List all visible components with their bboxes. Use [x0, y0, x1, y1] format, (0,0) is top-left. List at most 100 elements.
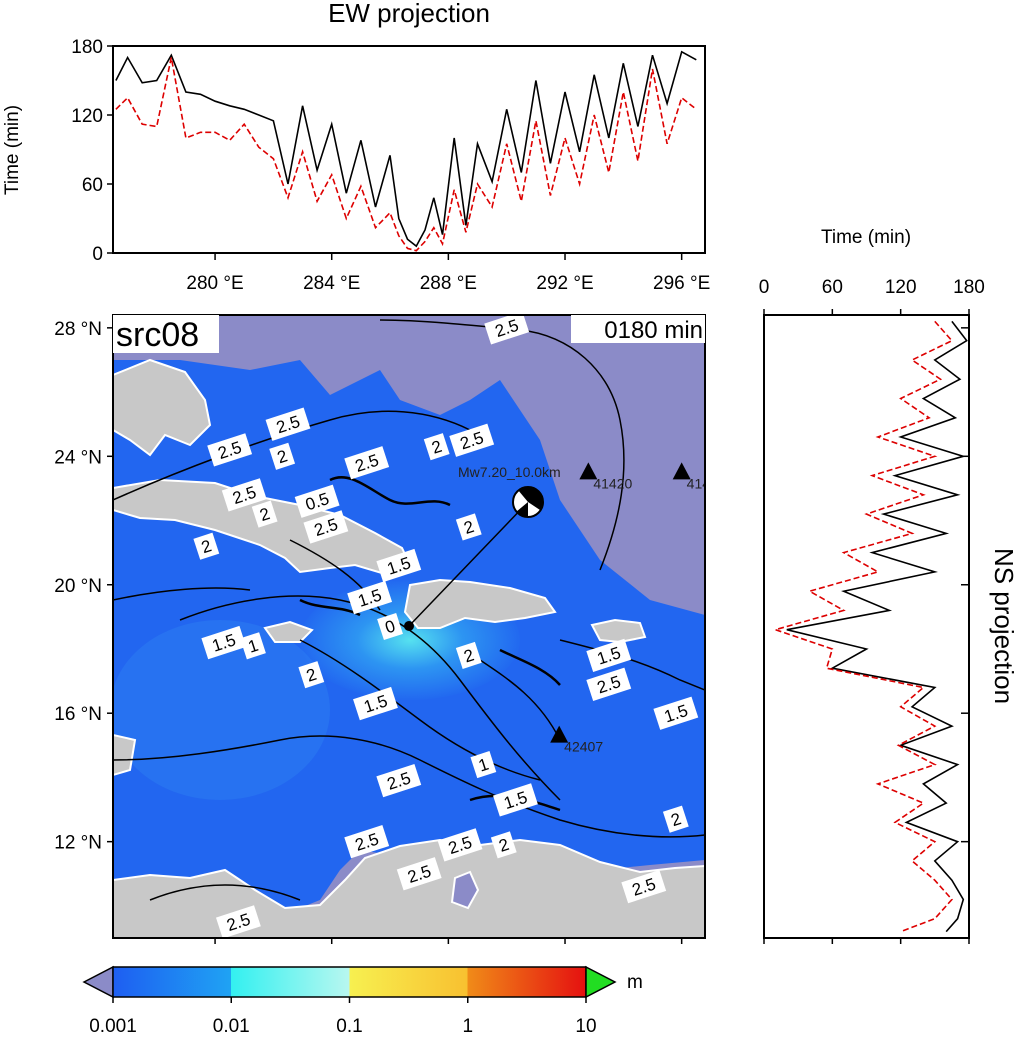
- contours: [113, 319, 705, 901]
- contour-label-box: [215, 905, 261, 938]
- ew-panel: EW projection Time (min) 0 60 120 180 280 °…: [2, 0, 710, 294]
- ns-frame: [763, 314, 970, 939]
- contour-label-box: [344, 446, 390, 480]
- contour-label-box: [201, 625, 247, 660]
- colorbar-tick-label: 1: [462, 1016, 473, 1037]
- station-label: 41420: [593, 475, 632, 491]
- contour-label-box: [455, 641, 482, 669]
- contour-label: 2: [490, 831, 517, 859]
- land-lake-maracaibo: [450, 870, 480, 910]
- colorbar-tick-label: 10: [575, 1016, 596, 1037]
- ns-series: [772, 320, 968, 933]
- contour-label-box: [662, 805, 689, 833]
- ew-ytick-label: 120: [71, 106, 103, 127]
- station-triangle-icon: [579, 462, 598, 480]
- land-puerto-rico: [590, 618, 647, 644]
- colorbar-gradient: [112, 966, 587, 998]
- ns-title: NS projection: [989, 548, 1017, 704]
- colorbar-tick-label: 0.1: [336, 1016, 362, 1037]
- map-y-axis: 28 °N 24 °N 20 °N 16 °N 12 °N: [54, 319, 113, 854]
- ns-xtick-label: 180: [953, 277, 985, 298]
- ew-xtick-label: 288 °E: [420, 273, 477, 294]
- ns-xlabel: Time (min): [821, 227, 911, 248]
- contour-label: 2.5: [303, 510, 349, 544]
- contour-label-box: [221, 478, 267, 512]
- contour-label-box: [207, 433, 253, 467]
- contour-label-box: [240, 632, 266, 660]
- source-label: Mw7.20_10.0km: [458, 464, 561, 480]
- contour-label-box: [376, 548, 422, 583]
- contour-label: 2: [251, 500, 278, 528]
- stations: 41420 41424 42407: [550, 462, 726, 755]
- map-ytick-label: 20 °N: [54, 576, 102, 597]
- ew-series-line-0: [115, 50, 697, 248]
- contour-label-box: [437, 828, 483, 862]
- contour-label: 2: [662, 805, 689, 833]
- contour-label-box: [344, 825, 390, 859]
- contour-label-box: [265, 407, 311, 441]
- contour-label-box: [396, 857, 442, 891]
- ew-title: EW projection: [328, 0, 490, 28]
- land-yucatan: [113, 733, 137, 777]
- contour-label: 2: [193, 532, 220, 560]
- map-frame: [112, 314, 706, 939]
- contour-label-box: [455, 513, 482, 541]
- contour-label-box: [269, 442, 296, 470]
- colorbar-over-arrow: [585, 965, 617, 999]
- contour-label: 1.5: [376, 548, 422, 583]
- map-ytick-label: 24 °N: [54, 447, 102, 468]
- ew-ylabel: Time (min): [2, 105, 23, 195]
- contour-label-box: [347, 580, 393, 615]
- contour-label: 2.5: [586, 667, 632, 701]
- ew-ytick-label: 0: [92, 244, 103, 265]
- contour-label: 2.5: [265, 407, 311, 441]
- contour-label-box: [251, 500, 278, 528]
- contour-label: 1: [470, 751, 497, 779]
- ew-series: [115, 50, 697, 252]
- source-line: [408, 501, 529, 627]
- ns-series-line-1: [772, 320, 954, 933]
- contour-label: 1.5: [493, 783, 538, 817]
- ns-y-axis: [961, 327, 969, 843]
- contour-label: 1.5: [201, 625, 247, 660]
- contour-label-box: [653, 696, 699, 730]
- colorbar: m 0.001 0.01 0.1 1 10: [82, 965, 643, 1037]
- colorbar-ticks: 0.001 0.01 0.1 1 10: [89, 997, 597, 1037]
- colorbar-tick-label: 0.001: [89, 1016, 137, 1037]
- wave-energy-west: [113, 620, 330, 800]
- ew-ytick-label: 60: [82, 175, 103, 196]
- contour-label-box: [493, 783, 538, 817]
- ew-y-axis: 0 60 120 180: [71, 37, 113, 265]
- ew-series-line-1: [115, 57, 697, 252]
- epicenter-marker: [404, 621, 414, 631]
- ew-xtick-label: 296 °E: [653, 273, 710, 294]
- contour-label-box: [376, 764, 422, 798]
- ns-x-axis: 0 60 120 180: [759, 277, 985, 944]
- contour-label: 1.5: [347, 580, 393, 615]
- map-ytick-label: 28 °N: [54, 319, 102, 340]
- contour-label-box: [449, 423, 495, 457]
- contour-label: 2: [455, 513, 482, 541]
- map-ytick-label: 16 °N: [54, 704, 102, 725]
- contour-label: 2.5: [484, 315, 530, 345]
- ew-ytick-label: 180: [71, 37, 103, 58]
- contour-label-box: [586, 638, 632, 673]
- contour-label-box: [353, 686, 398, 721]
- time-label-box: [571, 315, 705, 343]
- time-label: 0180 min: [604, 317, 703, 344]
- map-ytick-label: 12 °N: [54, 833, 102, 854]
- contour-label-box: [294, 484, 340, 518]
- map-panel: Mw7.20_10.0km 41420 41424 42407 2.5 2.5 2.5 2…: [54, 314, 726, 944]
- contour-label: 2: [298, 661, 325, 689]
- contour-label: 1.5: [653, 696, 699, 730]
- focal-mechanism-icon: [512, 486, 544, 518]
- ew-xtick-label: 284 °E: [303, 273, 360, 294]
- colorbar-tick-label: 0.01: [213, 1016, 250, 1037]
- station-label: 41424: [687, 475, 726, 491]
- contour-label: 0.5: [294, 484, 340, 518]
- contour-label-box: [303, 510, 349, 544]
- map-x-axis: [214, 938, 683, 944]
- land-south-america: [113, 838, 705, 938]
- station-label: 42407: [564, 739, 603, 755]
- ns-series-line-0: [786, 320, 968, 933]
